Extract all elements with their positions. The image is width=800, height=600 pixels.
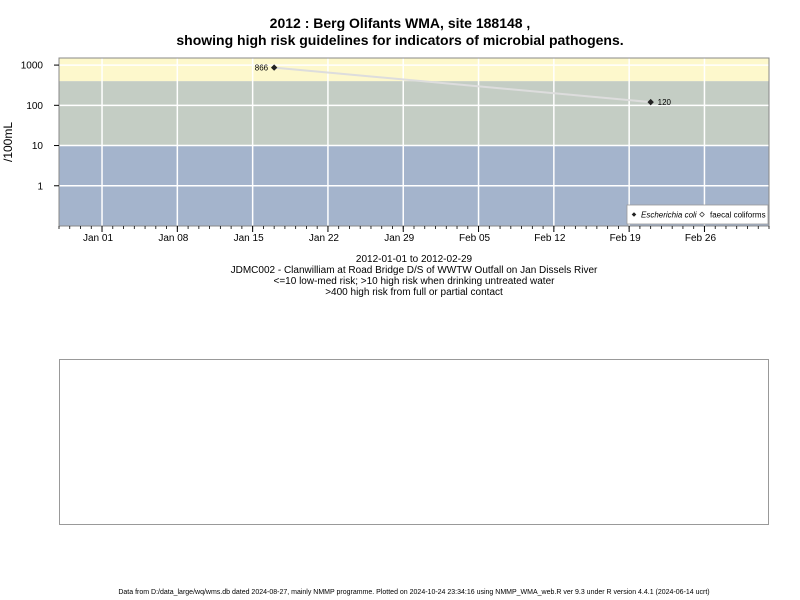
chart-subtitle: showing high risk guidelines for indicat…	[176, 32, 624, 48]
legend: Escherichia coli faecal coliforms	[626, 204, 769, 225]
legend-marker-faecal	[699, 211, 705, 218]
risk-band-1	[59, 81, 769, 146]
x-tick-label-5: Feb 05	[459, 233, 491, 244]
x-tick-label-4: Jan 29	[384, 233, 414, 244]
legend-label-faecal: faecal coliforms	[710, 211, 766, 220]
x-tick-label-3: Jan 22	[309, 233, 339, 244]
x-tick-label-2: Jan 15	[234, 233, 264, 244]
guideline-caption-drinking: <=10 low-med risk; >10 high risk when dr…	[273, 276, 555, 287]
x-tick-label-7: Feb 19	[610, 233, 642, 244]
y-axis-label: /100mL	[1, 122, 15, 162]
y-tick-label-0: 1	[37, 181, 43, 192]
footer-note: Data from D:/data_large/wq/wms.db dated …	[118, 589, 710, 596]
ecoli-point-1	[647, 98, 654, 106]
empty-plot-panel	[59, 359, 769, 525]
legend-label-ecoli: Escherichia coli	[641, 211, 697, 220]
ecoli-series-line	[274, 66, 651, 104]
date-range-caption: 2012-01-01 to 2012-02-29	[355, 254, 473, 265]
site-caption: JDMC002 - Clanwilliam at Road Bridge D/S…	[230, 265, 598, 276]
legend-box	[626, 204, 769, 225]
x-tick-label-0: Jan 01	[83, 233, 113, 244]
chart-title: 2012 : Berg Olifants WMA, site 188148 ,	[269, 15, 531, 31]
ecoli-point-label-1: 120	[658, 98, 672, 107]
y-tick-label-3: 1000	[21, 61, 44, 72]
ecoli-point-0	[270, 64, 278, 71]
legend-marker-ecoli	[631, 212, 637, 217]
x-tick-label-6: Feb 12	[534, 233, 566, 244]
x-tick-label-1: Jan 08	[158, 233, 188, 244]
x-tick-label-8: Feb 26	[685, 233, 717, 244]
risk-band-2	[59, 58, 769, 82]
y-tick-label-1: 10	[32, 141, 44, 152]
guideline-caption-contact: >400 high risk from full or partial cont…	[325, 287, 503, 298]
ecoli-point-label-0: 866	[255, 64, 269, 73]
y-tick-label-2: 100	[26, 101, 43, 112]
